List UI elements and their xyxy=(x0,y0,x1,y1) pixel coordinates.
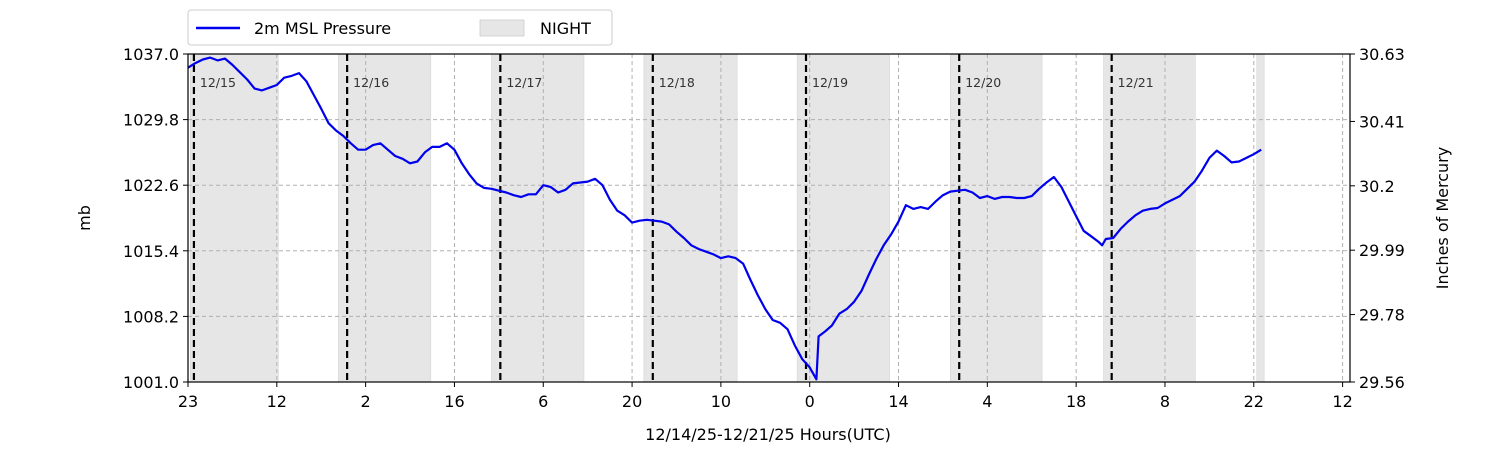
y-right-tick-label: 30.2 xyxy=(1359,177,1395,196)
series-layer xyxy=(187,56,1262,381)
legend: 2m MSL Pressure NIGHT xyxy=(187,9,613,46)
axis-ticks: 23 12 2 16 6 20 10 0 14 4 18 8 22 12 1001.0 1008.2 1015.… xyxy=(123,45,1405,411)
y-left-tick-label: 1029.8 xyxy=(123,111,179,130)
day-marker-label: 12/21 xyxy=(1118,75,1154,90)
day-marker-label: 12/15 xyxy=(200,75,236,90)
night-band xyxy=(796,53,890,383)
night-band xyxy=(337,53,432,383)
x-tick-label: 2 xyxy=(361,392,371,411)
y-right-tick-label: 30.63 xyxy=(1359,45,1405,64)
y-left-tick-label: 1008.2 xyxy=(123,307,179,326)
y-left-tick-label: 1001.0 xyxy=(123,373,179,392)
y-axis-label-right: Inches of Mercury xyxy=(1433,147,1452,289)
day-marker-label: 12/18 xyxy=(659,75,695,90)
day-markers: 12/15 12/16 12/17 12/18 12/19 12/20 12/21 xyxy=(192,54,1154,382)
x-tick-label: 23 xyxy=(178,392,198,411)
day-marker-label: 12/20 xyxy=(965,75,1001,90)
night-band xyxy=(950,53,1043,383)
x-tick-label: 16 xyxy=(444,392,464,411)
night-band xyxy=(189,53,279,383)
day-marker-label: 12/17 xyxy=(506,75,542,90)
x-tick-label: 8 xyxy=(1160,392,1170,411)
y-right-tick-label: 29.78 xyxy=(1359,306,1405,325)
x-axis-label: 12/14/25-12/21/25 Hours(UTC) xyxy=(645,425,891,444)
night-band xyxy=(1103,53,1196,383)
legend-label-pressure: 2m MSL Pressure xyxy=(254,19,391,38)
legend-label-night: NIGHT xyxy=(540,19,591,38)
x-tick-label: 14 xyxy=(888,392,908,411)
series-line-pressure xyxy=(187,56,1262,381)
y-left-tick-label: 1015.4 xyxy=(123,242,179,261)
x-tick-label: 22 xyxy=(1244,392,1264,411)
day-marker-label: 12/16 xyxy=(353,75,389,90)
x-tick-label: 12 xyxy=(267,392,287,411)
x-tick-label: 20 xyxy=(622,392,642,411)
y-left-tick-label: 1037.0 xyxy=(123,45,179,64)
day-marker-label: 12/19 xyxy=(812,75,848,90)
x-tick-label: 0 xyxy=(805,392,815,411)
night-band xyxy=(491,53,585,383)
x-tick-label: 4 xyxy=(982,392,992,411)
y-right-tick-label: 29.99 xyxy=(1359,241,1405,260)
night-periods xyxy=(189,53,1265,383)
plot-frame xyxy=(187,53,1351,383)
x-tick-label: 10 xyxy=(711,392,731,411)
legend-night-swatch xyxy=(479,19,525,37)
y-axis-label-left: mb xyxy=(75,205,94,231)
night-band xyxy=(1256,53,1265,383)
x-tick-label: 12 xyxy=(1332,392,1352,411)
night-band xyxy=(643,53,738,383)
y-left-tick-label: 1022.6 xyxy=(123,176,179,195)
x-tick-label: 18 xyxy=(1066,392,1086,411)
y-right-tick-label: 29.56 xyxy=(1359,373,1405,392)
x-tick-label: 6 xyxy=(538,392,548,411)
y-right-tick-label: 30.41 xyxy=(1359,112,1405,131)
